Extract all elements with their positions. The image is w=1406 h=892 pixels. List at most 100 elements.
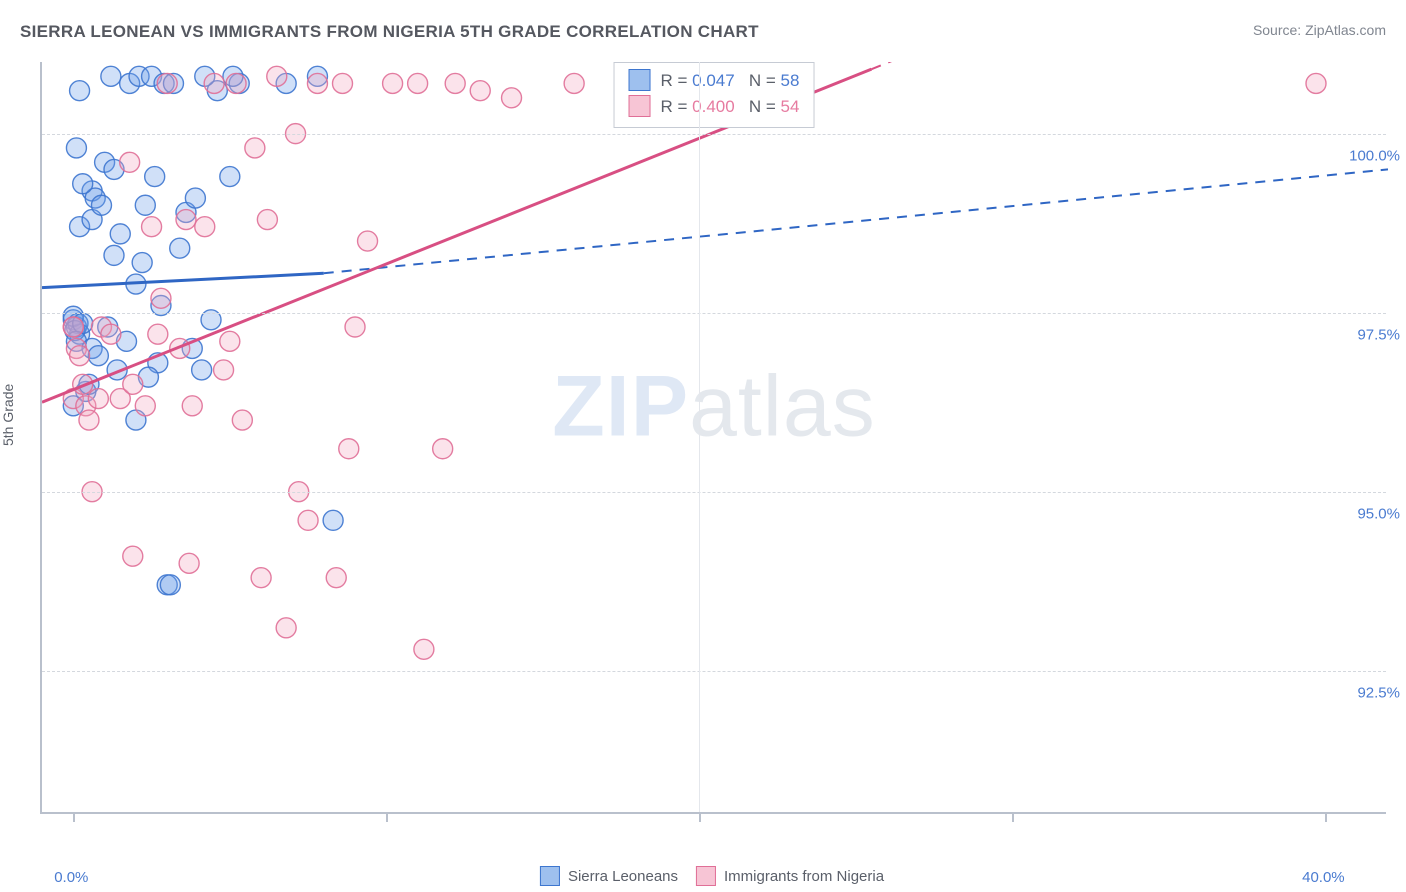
y-tick-label: 95.0%: [1357, 505, 1400, 522]
scatter-point: [564, 73, 584, 93]
scatter-point: [204, 73, 224, 93]
gridline-h: [42, 313, 1386, 314]
legend-swatch: [629, 95, 651, 117]
x-tick-label: 40.0%: [1302, 869, 1345, 886]
scatter-point: [79, 410, 99, 430]
scatter-point: [502, 88, 522, 108]
x-tick: [1325, 812, 1327, 822]
legend-series-label: Immigrants from Nigeria: [724, 868, 884, 885]
scatter-point: [145, 167, 165, 187]
legend-n-value: 58: [781, 71, 800, 90]
x-tick: [1012, 812, 1014, 822]
scatter-point: [408, 73, 428, 93]
legend-n-label: N =: [735, 97, 781, 116]
gridline-h: [42, 492, 1386, 493]
scatter-point: [232, 410, 252, 430]
x-tick: [699, 812, 701, 822]
legend-n-label: N =: [735, 71, 781, 90]
scatter-point: [70, 81, 90, 101]
scatter-point: [226, 73, 246, 93]
x-tick-label: 0.0%: [54, 869, 88, 886]
scatter-point: [307, 73, 327, 93]
series-legend: Sierra Leoneans Immigrants from Nigeria: [522, 866, 884, 886]
scatter-point: [170, 238, 190, 258]
scatter-point: [251, 568, 271, 588]
scatter-point: [88, 389, 108, 409]
legend-r-label: R =: [661, 97, 693, 116]
legend-swatch: [540, 866, 560, 886]
scatter-point: [148, 324, 168, 344]
scatter-point: [276, 618, 296, 638]
gridline-v: [699, 62, 700, 812]
scatter-point: [104, 245, 124, 265]
scatter-point: [214, 360, 234, 380]
scatter-point: [132, 253, 152, 273]
scatter-point: [195, 217, 215, 237]
scatter-point: [73, 174, 93, 194]
chart-plot-area: ZIPatlas R = 0.047 N = 58R = 0.400 N = 5…: [40, 62, 1386, 814]
legend-swatch: [629, 69, 651, 91]
legend-series-label: Sierra Leoneans: [568, 868, 678, 885]
y-tick-label: 100.0%: [1349, 147, 1400, 164]
scatter-point: [70, 346, 90, 366]
scatter-point: [220, 167, 240, 187]
scatter-point: [63, 317, 83, 337]
legend-r-label: R =: [661, 71, 693, 90]
scatter-point: [160, 575, 180, 595]
scatter-point: [110, 224, 130, 244]
scatter-point: [445, 73, 465, 93]
legend-n-value: 54: [781, 97, 800, 116]
trend-line-dashed: [872, 62, 1388, 69]
legend-swatch: [696, 866, 716, 886]
scatter-point: [298, 510, 318, 530]
scatter-point: [135, 195, 155, 215]
gridline-h: [42, 134, 1386, 135]
source-label: Source: ZipAtlas.com: [1253, 22, 1386, 38]
scatter-point: [383, 73, 403, 93]
scatter-point: [333, 73, 353, 93]
correlation-legend-box: R = 0.047 N = 58R = 0.400 N = 54: [614, 62, 815, 128]
x-tick: [386, 812, 388, 822]
trend-line-solid: [42, 273, 324, 287]
scatter-point: [267, 66, 287, 86]
scatter-point: [176, 210, 196, 230]
scatter-point: [245, 138, 265, 158]
scatter-point: [101, 66, 121, 86]
correlation-legend-row: R = 0.400 N = 54: [629, 94, 800, 120]
scatter-point: [101, 324, 121, 344]
y-tick-label: 97.5%: [1357, 326, 1400, 343]
x-tick: [73, 812, 75, 822]
gridline-h: [42, 671, 1386, 672]
scatter-point: [323, 510, 343, 530]
scatter-point: [470, 81, 490, 101]
scatter-point: [433, 439, 453, 459]
scatter-point: [414, 639, 434, 659]
scatter-point: [192, 360, 212, 380]
scatter-point: [66, 138, 86, 158]
chart-title: SIERRA LEONEAN VS IMMIGRANTS FROM NIGERI…: [20, 22, 759, 41]
scatter-point: [123, 374, 143, 394]
correlation-legend-row: R = 0.047 N = 58: [629, 68, 800, 94]
scatter-point: [142, 217, 162, 237]
scatter-point: [151, 288, 171, 308]
scatter-point: [123, 546, 143, 566]
scatter-point: [1306, 73, 1326, 93]
scatter-point: [185, 188, 205, 208]
scatter-point: [179, 553, 199, 573]
scatter-point: [326, 568, 346, 588]
scatter-point: [257, 210, 277, 230]
chart-svg: [42, 62, 1388, 814]
trend-line-dashed: [324, 169, 1388, 273]
scatter-point: [120, 152, 140, 172]
y-tick-label: 92.5%: [1357, 684, 1400, 701]
scatter-point: [88, 346, 108, 366]
scatter-point: [157, 73, 177, 93]
scatter-point: [345, 317, 365, 337]
scatter-point: [220, 331, 240, 351]
y-axis-label: 5th Grade: [0, 384, 16, 446]
scatter-point: [339, 439, 359, 459]
scatter-point: [182, 396, 202, 416]
scatter-point: [135, 396, 155, 416]
scatter-point: [358, 231, 378, 251]
scatter-point: [91, 195, 111, 215]
